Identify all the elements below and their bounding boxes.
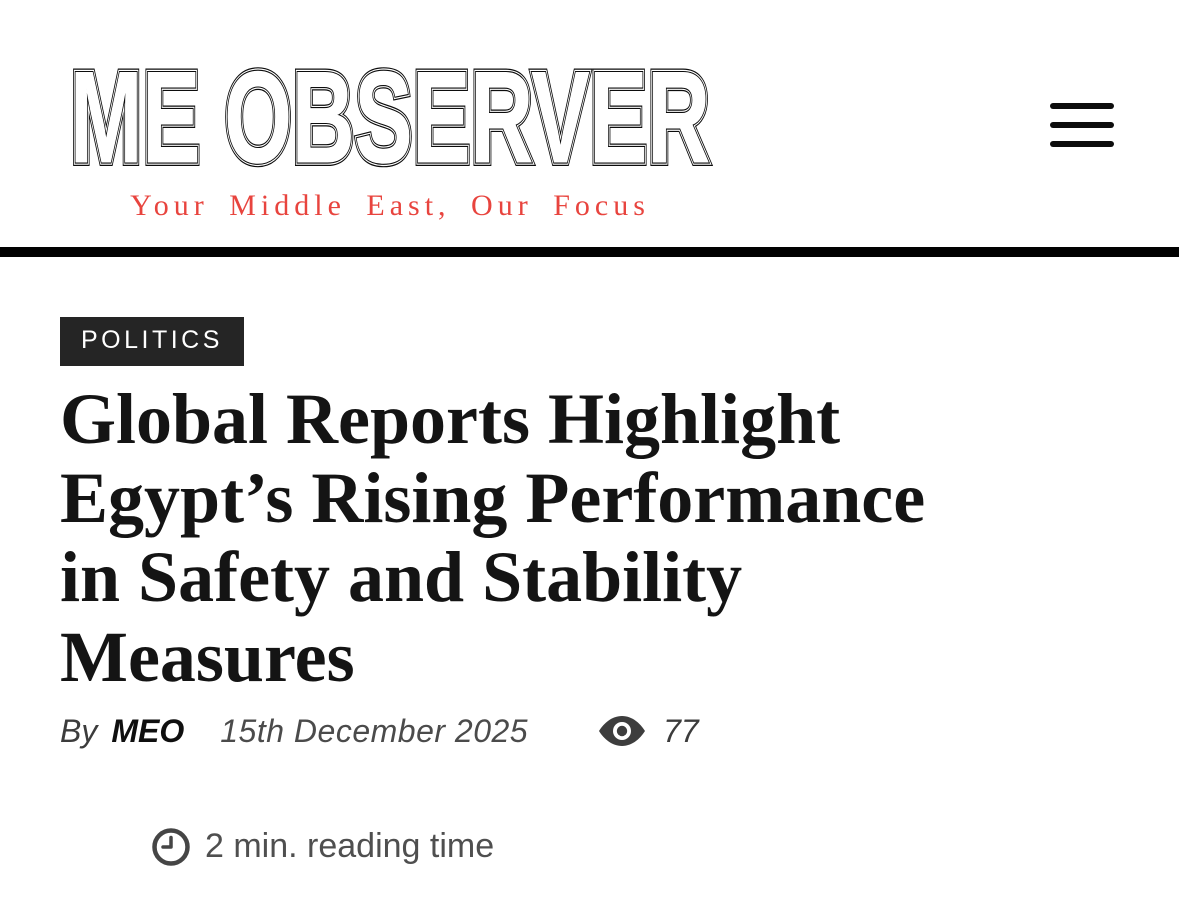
menu-button[interactable] [1050, 103, 1114, 147]
header-divider [0, 247, 1179, 257]
reading-time-label: 2 min. reading time [205, 827, 495, 866]
site-header: ME OBSERVER ME OBSERVER ME OBSERVER ME O… [0, 0, 1179, 223]
hamburger-bar [1050, 141, 1114, 147]
logo-link[interactable]: ME OBSERVER ME OBSERVER ME OBSERVER ME O… [65, 40, 715, 223]
reading-time: 2 min. reading time [150, 826, 1119, 868]
hamburger-icon [1050, 103, 1114, 147]
logo-text-layer: ME OBSERVER [70, 44, 710, 190]
byline-by-label: By [60, 712, 98, 749]
author-link[interactable]: MEO [111, 712, 185, 749]
byline: By MEO 15th December 2025 77 [60, 713, 1119, 750]
clock-icon [152, 828, 190, 866]
views: 77 [598, 713, 699, 750]
hamburger-bar [1050, 103, 1114, 109]
article-title: Global Reports Highlight Egypt’s Rising … [60, 379, 926, 697]
logo-text-layer: ME OBSERVER [70, 44, 710, 190]
logo-wordmark: ME OBSERVER ME OBSERVER ME OBSERVER ME O… [66, 40, 714, 194]
tagline: Your Middle East, Our Focus [130, 189, 650, 222]
article-main: POLITICS Global Reports Highlight Egypt’… [0, 257, 1179, 868]
hamburger-bar [1050, 122, 1114, 128]
views-count: 77 [663, 712, 699, 749]
eye-icon [599, 716, 646, 747]
logo-text-layer: ME OBSERVER [70, 44, 710, 190]
logo-text-layer: ME OBSERVER [70, 44, 710, 190]
publish-date: 15th December 2025 [220, 712, 529, 749]
category-badge[interactable]: POLITICS [60, 317, 244, 366]
